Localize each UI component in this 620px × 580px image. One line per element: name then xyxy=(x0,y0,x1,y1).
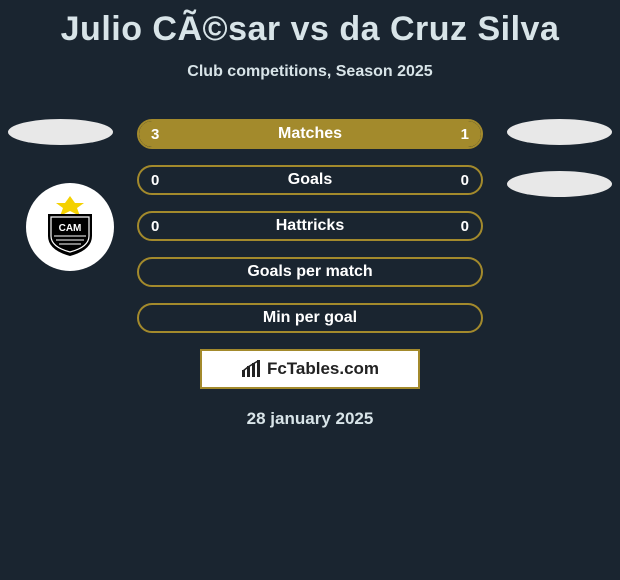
brand-chart-icon xyxy=(241,360,261,378)
stat-row: 00Hattricks xyxy=(137,211,483,241)
stat-label: Min per goal xyxy=(139,309,481,327)
club-logo-left: CAM xyxy=(26,183,114,271)
date-line: 28 january 2025 xyxy=(0,409,620,429)
stat-bars: 31Matches 00Goals 00Hattricks Goals per mat… xyxy=(137,119,483,333)
stat-row: 00Goals xyxy=(137,165,483,195)
brand-text: FcTables.com xyxy=(267,359,379,379)
stat-row: Goals per match xyxy=(137,257,483,287)
club-shield-icon: CAM xyxy=(42,196,98,258)
player-right-placeholder-2 xyxy=(507,171,612,197)
brand-box[interactable]: FcTables.com xyxy=(200,349,420,389)
svg-text:CAM: CAM xyxy=(59,223,82,234)
stat-row: 31Matches xyxy=(137,119,483,149)
player-right-placeholder-1 xyxy=(507,119,612,145)
stat-label: Hattricks xyxy=(139,217,481,235)
stats-area: CAM 31Matches 00Goals 00Hattricks Goals per… xyxy=(0,119,620,429)
stat-label: Goals per match xyxy=(139,263,481,281)
page-title: Julio CÃ©sar vs da Cruz Silva xyxy=(0,0,620,49)
stat-label: Goals xyxy=(139,171,481,189)
star-icon xyxy=(56,196,84,216)
page-subtitle: Club competitions, Season 2025 xyxy=(0,63,620,81)
stat-row: Min per goal xyxy=(137,303,483,333)
player-left-placeholder-1 xyxy=(8,119,113,145)
stat-label: Matches xyxy=(139,125,481,143)
